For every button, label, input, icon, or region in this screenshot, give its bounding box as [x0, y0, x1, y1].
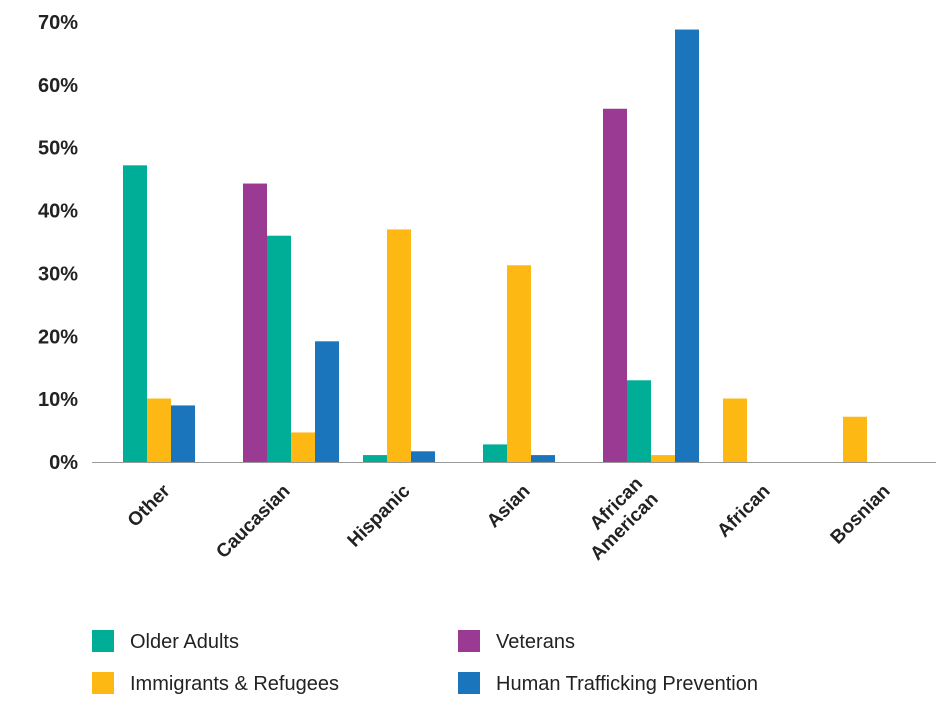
x-tick-label: Other	[124, 480, 175, 531]
x-tick-label: Asian	[483, 481, 534, 532]
legend-swatch	[458, 672, 480, 694]
bar	[243, 183, 267, 463]
legend-item: Older Adults	[92, 630, 239, 653]
bar	[267, 235, 291, 462]
legend-swatch	[458, 630, 480, 652]
bar	[723, 398, 747, 462]
x-tick-label: Hispanic	[344, 480, 415, 551]
bars	[123, 29, 867, 463]
x-tick-label: Caucasian	[212, 481, 294, 563]
legend-label: Immigrants & Refugees	[130, 673, 339, 695]
y-tick-label: 10%	[38, 389, 78, 411]
bar	[387, 229, 411, 462]
bar	[363, 455, 387, 462]
bar	[411, 451, 435, 462]
bar	[483, 444, 507, 462]
y-tick-label: 40%	[38, 201, 78, 223]
bar	[627, 380, 651, 462]
bar	[291, 432, 315, 462]
x-tick-label: Bosnian	[827, 481, 895, 549]
bar	[603, 108, 627, 462]
y-tick-label: 70%	[38, 12, 78, 34]
bar	[843, 416, 867, 462]
legend-label: Veterans	[496, 631, 575, 653]
legend-label: Older Adults	[130, 631, 239, 653]
legend-item: Human Trafficking Prevention	[458, 672, 758, 695]
bar	[507, 265, 531, 462]
legend: Older Adults Veterans Immigrants & Refugee…	[92, 630, 758, 695]
bar	[171, 405, 195, 462]
x-axis-labels: Other Caucasian Hispanic Asian AfricanAmeric…	[124, 473, 895, 565]
y-tick-label: 60%	[38, 75, 78, 97]
legend-swatch	[92, 672, 114, 694]
y-tick-label: 30%	[38, 263, 78, 285]
x-tick-label: AfricanAmerican	[571, 473, 663, 565]
bar	[531, 455, 555, 462]
y-tick-label: 20%	[38, 326, 78, 348]
legend-swatch	[92, 630, 114, 652]
legend-item: Immigrants & Refugees	[92, 672, 339, 695]
bar	[675, 29, 699, 463]
bar	[651, 455, 675, 462]
legend-item: Veterans	[458, 630, 575, 653]
y-tick-label: 0%	[49, 452, 78, 474]
bar	[315, 341, 339, 462]
legend-label: Human Trafficking Prevention	[496, 673, 758, 695]
bar	[147, 398, 171, 462]
y-axis-ticks: 0% 10% 20% 30% 40% 50% 60% 70%	[38, 12, 78, 474]
bar	[123, 165, 147, 463]
y-tick-label: 50%	[38, 138, 78, 160]
x-tick-label: African	[713, 481, 774, 542]
